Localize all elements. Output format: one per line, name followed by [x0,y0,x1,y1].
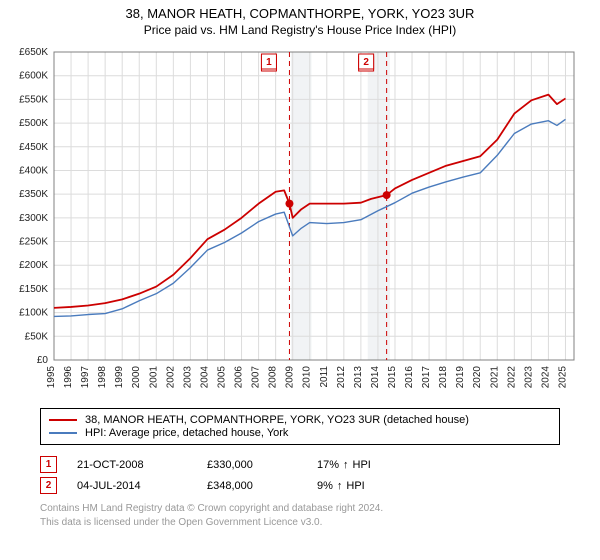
transaction-badge-1: 1 [40,456,57,473]
svg-text:2024: 2024 [540,366,551,389]
svg-text:2018: 2018 [438,366,449,389]
svg-text:£50K: £50K [25,331,49,342]
svg-text:2001: 2001 [148,366,159,389]
footer-line-1: Contains HM Land Registry data © Crown c… [40,502,570,516]
svg-text:2021: 2021 [489,366,500,389]
svg-text:2019: 2019 [455,366,466,389]
svg-text:2023: 2023 [523,366,534,389]
svg-text:£450K: £450K [19,142,48,153]
svg-text:2009: 2009 [285,366,296,389]
svg-text:2: 2 [363,57,369,68]
svg-text:2011: 2011 [319,366,330,388]
svg-text:£100K: £100K [19,308,48,319]
svg-text:2014: 2014 [370,366,381,389]
svg-text:£0: £0 [37,355,49,366]
svg-text:2007: 2007 [251,366,262,389]
transaction-diff-2: 9% ↑ HPI [317,480,365,492]
transaction-row-1: 1 21-OCT-2008 £330,000 17% ↑ HPI [40,456,560,473]
legend-swatch-1 [49,419,77,421]
transaction-row-2: 2 04-JUL-2014 £348,000 9% ↑ HPI [40,477,560,494]
footer: Contains HM Land Registry data © Crown c… [40,502,570,529]
chart-subtitle: Price paid vs. HM Land Registry's House … [0,23,600,37]
svg-text:1995: 1995 [46,366,57,389]
svg-text:2000: 2000 [131,366,142,389]
transactions: 1 21-OCT-2008 £330,000 17% ↑ HPI 2 04-JU… [40,452,560,498]
svg-text:£500K: £500K [19,118,48,129]
svg-text:£250K: £250K [19,237,48,248]
svg-text:2003: 2003 [182,366,193,389]
line-chart-svg: £0 £50K £100K £150K £200K £250K £300K £350K £400… [0,44,600,400]
svg-text:2010: 2010 [302,366,313,389]
transaction-date-2: 04-JUL-2014 [77,480,187,492]
svg-text:1996: 1996 [63,366,74,389]
transaction-diff-pct-1: 17% [317,459,339,471]
legend-label-1: 38, MANOR HEATH, COPMANTHORPE, YORK, YO2… [85,414,469,426]
svg-text:2004: 2004 [199,366,210,389]
svg-text:£600K: £600K [19,71,48,82]
legend-row-series-1: 38, MANOR HEATH, COPMANTHORPE, YORK, YO2… [49,414,551,426]
svg-text:£200K: £200K [19,260,48,271]
svg-text:2012: 2012 [336,366,347,389]
chart-area: £0 £50K £100K £150K £200K £250K £300K £350K £400… [0,44,600,400]
svg-text:2008: 2008 [268,366,279,389]
transaction-price-1: £330,000 [207,459,297,471]
arrow-up-icon: ↑ [343,459,349,471]
svg-text:1999: 1999 [114,366,125,389]
svg-text:£400K: £400K [19,165,48,176]
legend-row-series-2: HPI: Average price, detached house, York [49,427,551,439]
transaction-date-1: 21-OCT-2008 [77,459,187,471]
svg-text:2002: 2002 [165,366,176,389]
svg-text:2015: 2015 [387,366,398,389]
svg-text:2006: 2006 [234,366,245,389]
svg-text:2022: 2022 [506,366,517,389]
chart-title: 38, MANOR HEATH, COPMANTHORPE, YORK, YO2… [0,6,600,21]
svg-text:1998: 1998 [97,366,108,389]
svg-text:1: 1 [266,57,272,68]
svg-text:2025: 2025 [557,366,568,389]
transaction-badge-2: 2 [40,477,57,494]
legend-label-2: HPI: Average price, detached house, York [85,427,288,439]
transaction-diff-pct-2: 9% [317,480,333,492]
svg-text:2013: 2013 [353,366,364,389]
transaction-diff-1: 17% ↑ HPI [317,459,371,471]
svg-text:2016: 2016 [404,366,415,389]
svg-text:£150K: £150K [19,284,48,295]
svg-text:1997: 1997 [80,366,91,389]
legend: 38, MANOR HEATH, COPMANTHORPE, YORK, YO2… [40,408,560,445]
transaction-price-2: £348,000 [207,480,297,492]
svg-text:£550K: £550K [19,94,48,105]
svg-text:£350K: £350K [19,189,48,200]
svg-text:2005: 2005 [216,366,227,389]
svg-text:2017: 2017 [421,366,432,389]
transaction-diff-suffix-2: HPI [346,480,364,492]
svg-text:£300K: £300K [19,213,48,224]
legend-swatch-2 [49,432,77,434]
svg-text:2020: 2020 [472,366,483,389]
arrow-up-icon: ↑ [337,480,343,492]
transaction-diff-suffix-1: HPI [353,459,371,471]
svg-text:£650K: £650K [19,47,48,58]
footer-line-2: This data is licensed under the Open Gov… [40,516,570,530]
